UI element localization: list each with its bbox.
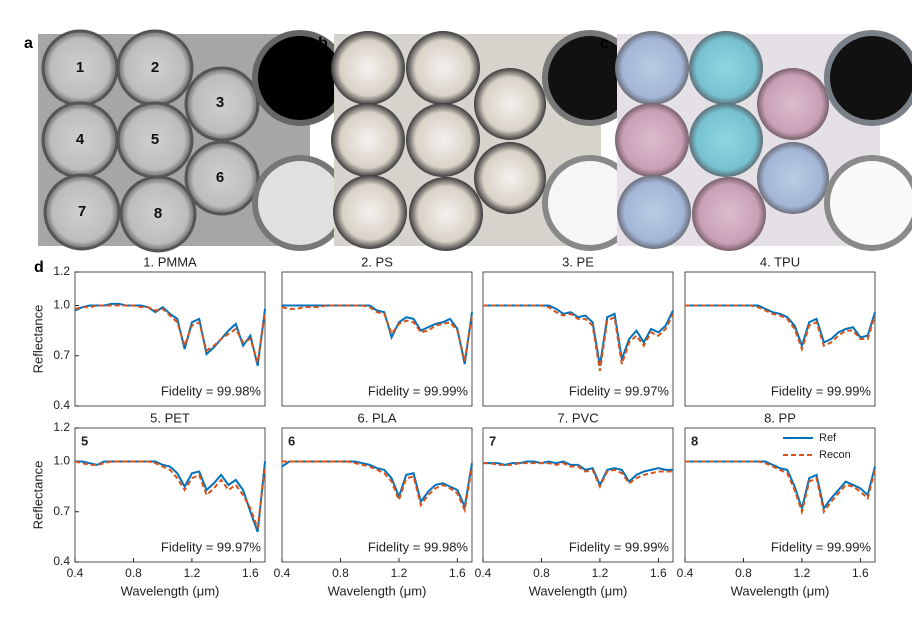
series-line xyxy=(483,462,673,490)
legend-label: Ref xyxy=(819,432,837,444)
series-line xyxy=(281,460,473,511)
x-tick-label: 0.4 xyxy=(274,566,291,580)
panel-label: a xyxy=(24,35,33,52)
x-tick-label: 1.2 xyxy=(592,566,609,580)
series-line xyxy=(281,304,473,362)
annotation: Fidelity = 99.98% xyxy=(368,539,469,554)
series-line xyxy=(685,304,876,353)
inset-label: 6 xyxy=(288,433,295,448)
x-tick-label: 1.6 xyxy=(852,566,869,580)
y-tick-label: 1.2 xyxy=(53,264,70,278)
y-tick-label: 1.0 xyxy=(53,298,70,312)
x-axis-label: Wavelength (μm) xyxy=(529,583,628,598)
photo-b xyxy=(331,30,638,251)
inset-label: 7 xyxy=(489,433,496,448)
x-tick-label: 1.2 xyxy=(184,566,201,580)
annotation: Fidelity = 99.99% xyxy=(771,539,872,554)
y-tick-label: 1.0 xyxy=(53,454,70,468)
plot-area xyxy=(281,271,473,407)
series-line xyxy=(282,304,473,365)
x-axis-label: Wavelength (μm) xyxy=(328,583,427,598)
series-line xyxy=(685,460,876,513)
y-tick-label: 0.7 xyxy=(53,348,70,362)
y-axis-label: Reflectance xyxy=(30,461,45,530)
annotation: Fidelity = 99.97% xyxy=(569,383,670,398)
chart-title: 1. PMMA xyxy=(143,254,197,269)
chart-title: 5. PET xyxy=(150,410,190,425)
x-tick-label: 0.8 xyxy=(735,566,752,580)
photo-c xyxy=(615,30,912,251)
x-tick-label: 1.2 xyxy=(391,566,408,580)
series-line xyxy=(685,460,876,516)
series-line xyxy=(685,304,876,349)
well-label: 2 xyxy=(151,59,159,76)
x-tick-label: 0.4 xyxy=(67,566,84,580)
y-axis-label: Reflectance xyxy=(30,305,45,374)
annotation: Fidelity = 99.98% xyxy=(161,383,262,398)
plot-area xyxy=(74,271,266,407)
plot-area xyxy=(281,427,473,563)
inset-label: 8 xyxy=(691,433,698,448)
series-line xyxy=(74,460,266,529)
series-line xyxy=(74,304,266,363)
plot-area xyxy=(74,427,266,563)
plot-area xyxy=(482,427,674,563)
chart-title: 2. PS xyxy=(361,254,393,269)
plot-area xyxy=(684,271,876,407)
x-tick-label: 1.2 xyxy=(794,566,811,580)
well-label: 6 xyxy=(216,169,224,186)
x-tick-label: 1.6 xyxy=(242,566,259,580)
x-tick-label: 0.8 xyxy=(332,566,349,580)
annotation: Fidelity = 99.97% xyxy=(161,539,262,554)
chart-title: 4. TPU xyxy=(760,254,800,269)
series-line xyxy=(75,460,266,533)
chart-title: 8. PP xyxy=(764,410,796,425)
plot-area xyxy=(684,427,876,563)
annotation: Fidelity = 99.99% xyxy=(771,383,872,398)
x-tick-label: 0.4 xyxy=(677,566,694,580)
legend-label: Recon xyxy=(819,449,851,461)
well-label: 7 xyxy=(78,203,86,220)
y-tick-label: 0.4 xyxy=(53,554,70,568)
annotation: Fidelity = 99.99% xyxy=(569,539,670,554)
series-line xyxy=(483,304,674,371)
series-line xyxy=(483,304,674,366)
well-label: 4 xyxy=(76,131,85,148)
x-tick-label: 1.6 xyxy=(449,566,466,580)
series-line xyxy=(282,460,473,514)
x-tick-label: 0.4 xyxy=(475,566,492,580)
y-tick-label: 0.7 xyxy=(53,504,70,518)
panel-label: b xyxy=(318,35,328,52)
y-tick-label: 1.2 xyxy=(53,420,70,434)
well-label: 1 xyxy=(76,59,84,76)
chart-title: 6. PLA xyxy=(357,410,396,425)
panel-label: d xyxy=(34,259,44,276)
x-axis-label: Wavelength (μm) xyxy=(731,583,830,598)
x-tick-label: 0.8 xyxy=(125,566,142,580)
y-tick-label: 0.4 xyxy=(53,398,70,412)
chart-title: 7. PVC xyxy=(557,410,598,425)
x-axis-label: Wavelength (μm) xyxy=(121,583,220,598)
annotation: Fidelity = 99.99% xyxy=(368,383,469,398)
panel-label: c xyxy=(600,35,609,52)
well-label: 8 xyxy=(154,205,162,222)
x-tick-label: 1.6 xyxy=(650,566,667,580)
well-label: 3 xyxy=(216,94,224,111)
x-tick-label: 0.8 xyxy=(533,566,550,580)
inset-label: 5 xyxy=(81,433,88,448)
well-label: 5 xyxy=(151,131,159,148)
series-line xyxy=(483,460,673,488)
photo-a xyxy=(38,29,348,253)
chart-title: 3. PE xyxy=(562,254,594,269)
